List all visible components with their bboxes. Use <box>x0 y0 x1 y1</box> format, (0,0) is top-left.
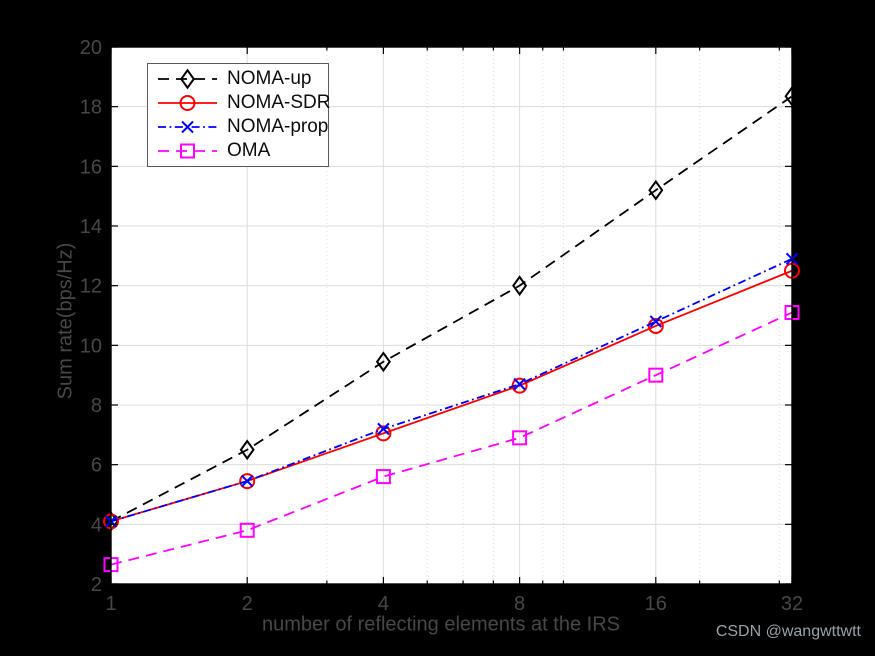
y-tick-label: 18 <box>80 97 102 119</box>
marker-square <box>239 522 255 538</box>
legend: NOMA-up NOMA-SDR NOMA-prop OMA <box>147 63 330 167</box>
y-tick-label: 14 <box>80 216 102 238</box>
y-tick-label: 16 <box>80 156 102 178</box>
y-tick-label: 2 <box>91 574 102 596</box>
x-tick-label: 8 <box>514 593 525 615</box>
y-tick-label: 20 <box>80 37 102 59</box>
legend-line-sample <box>158 120 217 134</box>
legend-item-NOMA-up: NOMA-up <box>156 67 322 91</box>
y-tick-label: 8 <box>91 395 102 417</box>
legend-line-sample <box>158 68 217 90</box>
legend-label: NOMA-prop <box>227 116 329 137</box>
x-axis-label: number of reflecting elements at the IRS <box>262 613 620 636</box>
marker-x <box>377 422 390 436</box>
marker-x <box>181 120 194 134</box>
legend-label: OMA <box>227 140 271 161</box>
marker-square <box>512 430 528 446</box>
marker-square <box>375 469 391 485</box>
y-axis-label: Sum rate(bps/Hz) <box>54 242 77 400</box>
x-tick-label: 2 <box>242 593 253 615</box>
x-tick-label: 4 <box>378 593 389 615</box>
legend-line-sample <box>158 143 217 159</box>
legend-label: NOMA-SDR <box>227 92 331 113</box>
legend-item-NOMA-prop: NOMA-prop <box>156 115 328 139</box>
marker-square <box>180 143 195 159</box>
marker-diamond <box>239 439 255 461</box>
axis-box <box>110 46 793 585</box>
x-tick-label: 1 <box>105 593 116 615</box>
marker-diamond <box>648 179 664 201</box>
y-tick-label: 4 <box>91 514 102 536</box>
marker-circle <box>375 425 392 442</box>
marker-x <box>649 315 663 328</box>
x-tick-label: 16 <box>645 593 667 615</box>
legend-item-OMA: OMA <box>156 139 322 163</box>
series-line <box>110 257 793 523</box>
y-tick-label: 10 <box>80 335 102 357</box>
series-line <box>110 311 793 566</box>
marker-square <box>648 367 664 383</box>
legend-label: NOMA-up <box>227 68 312 89</box>
y-tick-label: 6 <box>91 455 102 477</box>
marker-diamond <box>375 351 391 373</box>
marker-circle <box>179 95 196 111</box>
watermark: CSDN @wangwttwtt <box>715 623 861 640</box>
marker-x <box>240 474 254 488</box>
marker-circle <box>239 473 256 490</box>
marker-diamond <box>512 275 528 297</box>
x-tick-label: 32 <box>781 593 803 615</box>
marker-circle <box>647 317 664 334</box>
marker-diamond <box>179 68 196 90</box>
series-line <box>110 95 793 523</box>
legend-line-sample <box>158 95 217 111</box>
legend-item-NOMA-SDR: NOMA-SDR <box>156 91 330 115</box>
y-tick-label: 12 <box>80 276 102 298</box>
marker-x <box>513 377 526 391</box>
